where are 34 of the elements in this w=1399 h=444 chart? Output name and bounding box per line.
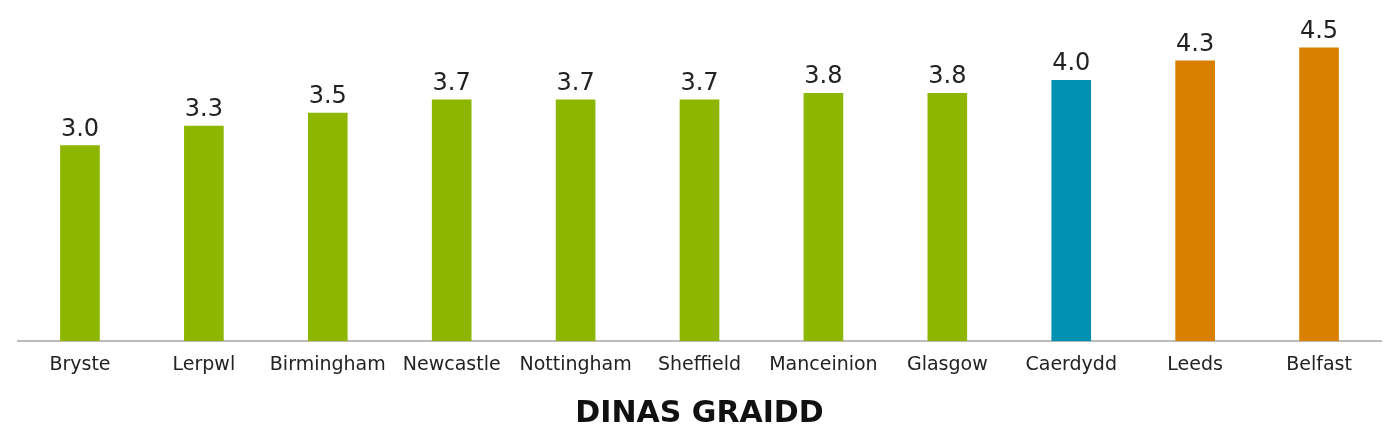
- data-label: 3.8: [804, 61, 843, 90]
- x-axis-title: DINAS GRAIDD: [575, 393, 824, 429]
- x-tick-label: Sheffield: [657, 351, 742, 374]
- bar: [927, 93, 968, 342]
- data-label: 3.0: [60, 113, 100, 142]
- x-tick-label: Newcastle: [402, 351, 501, 374]
- bar: [1299, 47, 1339, 342]
- data-label: 3.7: [432, 67, 471, 96]
- bar: [60, 145, 100, 342]
- data-label: 3.7: [680, 67, 719, 96]
- x-tick-label: Leeds: [1167, 351, 1223, 374]
- x-tick-label: Glasgow: [906, 351, 988, 374]
- bar: [803, 93, 844, 342]
- bar: [555, 99, 596, 342]
- x-tick-label: Bryste: [49, 351, 111, 374]
- bar: [679, 99, 720, 342]
- data-label: 3.7: [556, 67, 595, 96]
- x-tick-label: Lerpwl: [172, 351, 236, 374]
- x-tick-label: Manceinion: [769, 351, 878, 374]
- data-label: 3.8: [928, 61, 967, 90]
- x-tick-label: Birmingham: [269, 351, 386, 374]
- data-label: 4.5: [1299, 15, 1339, 44]
- x-tick-label: Belfast: [1286, 351, 1352, 374]
- data-label: 3.5: [308, 80, 347, 109]
- data-label: 3.3: [184, 93, 223, 122]
- bar: [307, 112, 348, 342]
- x-tick-label: Caerdydd: [1025, 351, 1117, 374]
- bar: [431, 99, 472, 342]
- x-tick-label: Nottingham: [519, 351, 632, 374]
- bar: [1175, 60, 1215, 342]
- bar: [184, 125, 224, 342]
- data-label: 4.0: [1052, 48, 1091, 77]
- data-label: 4.3: [1176, 28, 1215, 57]
- bar: [1051, 80, 1092, 342]
